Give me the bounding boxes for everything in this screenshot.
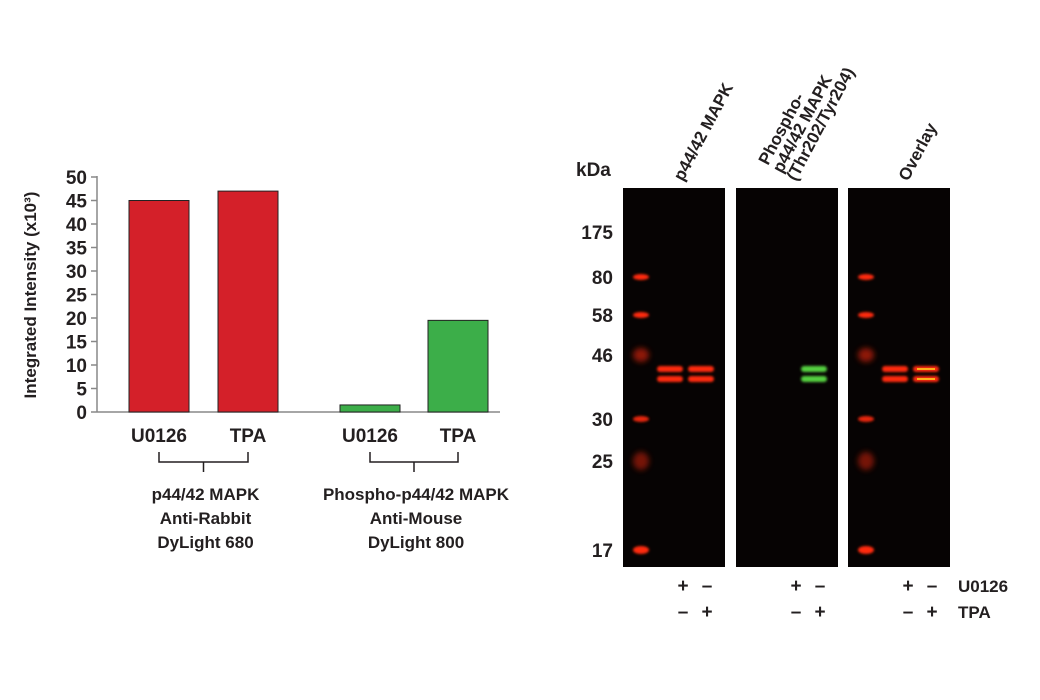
y-tick-label: 15: [66, 333, 88, 354]
ladder-band: [633, 274, 649, 280]
kda-label: kDa: [576, 160, 611, 181]
bar: [128, 200, 190, 413]
ladder-band: [633, 546, 649, 554]
ladder-band: [633, 452, 649, 470]
protein-band: [801, 366, 827, 372]
kda-marker-label: 80: [592, 268, 613, 289]
protein-band: [688, 366, 714, 372]
ladder-band: [633, 416, 649, 422]
kda-marker-label: 58: [592, 306, 613, 327]
treatment-label: U0126: [958, 577, 1008, 596]
y-axis-label: Integrated Intensity (x10³): [21, 192, 40, 399]
treatment-sign: +: [814, 602, 825, 623]
protein-band: [688, 376, 714, 382]
ladder-band: [633, 348, 649, 362]
y-tick-label: 30: [66, 262, 87, 283]
x-category-label: U0126: [342, 426, 398, 447]
y-tick-label: 10: [66, 356, 87, 377]
treatment-sign: –: [927, 576, 938, 597]
treatment-sign: –: [791, 602, 802, 623]
y-tick-label: 25: [66, 286, 88, 307]
ladder-band: [858, 546, 874, 554]
treatment-sign: +: [701, 602, 712, 623]
kda-marker-label: 25: [592, 452, 614, 473]
ladder-band: [633, 312, 649, 318]
kda-marker-label: 30: [592, 410, 613, 431]
y-tick-label: 40: [66, 215, 87, 236]
y-tick-label: 0: [76, 403, 87, 424]
treatment-sign: +: [677, 576, 688, 597]
group-bracket: [369, 452, 459, 472]
kda-marker-label: 17: [592, 541, 613, 562]
treatment-label: TPA: [958, 603, 991, 622]
y-tick-label: 20: [66, 309, 87, 330]
y-tick-label: 45: [66, 192, 88, 213]
protein-band: [882, 366, 908, 372]
ladder-band: [858, 348, 874, 362]
treatment-sign: +: [790, 576, 801, 597]
treatment-sign: –: [903, 602, 914, 623]
group-label: p44/42 MAPK: [152, 485, 260, 504]
blot-panel: Overlay: [848, 119, 950, 567]
y-tick-label: 5: [76, 380, 87, 401]
ladder-band: [858, 274, 874, 280]
x-category-label: U0126: [131, 426, 187, 447]
treatment-sign: +: [926, 602, 937, 623]
ladder-band: [858, 416, 874, 422]
protein-band: [882, 376, 908, 382]
bar: [339, 404, 401, 413]
y-tick-label: 50: [66, 168, 87, 189]
bar: [427, 319, 489, 413]
kda-marker-label: 175: [581, 223, 613, 244]
protein-band: [801, 376, 827, 382]
treatment-sign: –: [702, 576, 713, 597]
blot-panel: p44/42 MAPK: [623, 79, 737, 567]
ladder-band: [858, 452, 874, 470]
kda-marker-label: 46: [592, 346, 613, 367]
group-label: DyLight 800: [368, 533, 464, 552]
treatment-sign: +: [902, 576, 913, 597]
x-category-label: TPA: [230, 426, 267, 447]
treatment-sign: –: [678, 602, 689, 623]
group-label: Anti-Mouse: [370, 509, 463, 528]
panel-title: p44/42 MAPK: [670, 79, 738, 184]
group-label: Phospho-p44/42 MAPK: [323, 485, 510, 504]
panel-title: Overlay: [895, 119, 941, 183]
bar: [217, 190, 279, 413]
group-bracket: [158, 452, 249, 472]
ladder-band: [858, 312, 874, 318]
x-category-label: TPA: [440, 426, 477, 447]
group-label: DyLight 680: [157, 533, 253, 552]
overlay-band: [917, 368, 935, 370]
y-tick-label: 35: [66, 239, 88, 260]
protein-band: [657, 376, 683, 382]
overlay-band: [917, 378, 935, 380]
treatment-sign: –: [815, 576, 826, 597]
blot-panel: Phospho-p44/42 MAPK(Thr202/Tyr204): [736, 64, 858, 567]
protein-band: [657, 366, 683, 372]
group-label: Anti-Rabbit: [160, 509, 252, 528]
western-blot: kDa 175 80 58 46 30 25 17 p44/42 MAPK Phospho-p…: [576, 64, 1008, 623]
